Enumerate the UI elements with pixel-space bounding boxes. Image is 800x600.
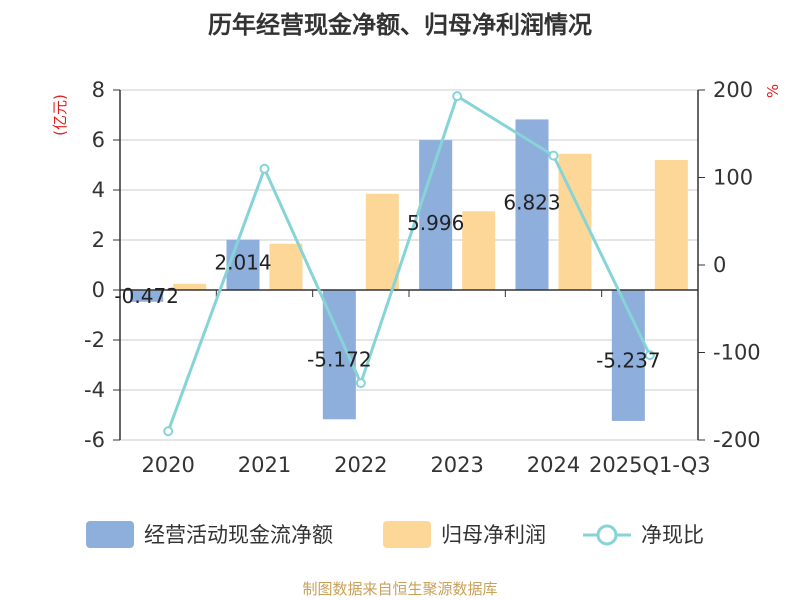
bar-profit — [365, 193, 399, 290]
right-tick-label: -200 — [713, 428, 761, 452]
source-note: 制图数据来自恒生聚源数据库 — [302, 580, 497, 598]
ratio-point — [452, 91, 463, 102]
ratio-line-series — [163, 91, 655, 437]
right-tick-label: 0 — [713, 253, 726, 277]
ratio-line — [166, 93, 652, 432]
left-tick-label: -2 — [84, 328, 105, 352]
left-tick-label: 8 — [92, 78, 105, 102]
data-label-cashflow: -5.172 — [307, 348, 371, 372]
x-tick-label: 2025Q1-Q3 — [589, 453, 711, 477]
legend-swatch-cashflow — [86, 521, 134, 548]
data-labels: -0.472 2.014 -5.172 5.996 6.823 -5.237 — [114, 190, 660, 372]
bar-cashflow — [130, 290, 164, 302]
legend-label-cashflow: 经营活动现金流净额 — [144, 523, 333, 547]
ratio-point — [259, 163, 270, 174]
chart-title: 历年经营现金净额、归母净利润情况 — [208, 11, 592, 39]
right-tick-label: 100 — [713, 166, 753, 190]
grid — [120, 89, 698, 441]
legend-label-ratio: 净现比 — [641, 523, 704, 547]
axes — [113, 89, 705, 441]
data-label-cashflow: 6.823 — [503, 190, 560, 214]
right-axis-unit: % — [764, 84, 782, 98]
ratio-point — [644, 350, 655, 361]
legend-swatch-ratio-marker — [596, 524, 618, 546]
bar-cashflow — [419, 140, 453, 290]
left-tick-label: -6 — [84, 428, 105, 452]
x-tick-label: 2021 — [238, 453, 291, 477]
x-tick-label: 2023 — [430, 453, 483, 477]
x-tick-label: 2020 — [141, 453, 194, 477]
ratio-point — [548, 150, 559, 161]
legend: 经营活动现金流净额 归母净利润 净现比 — [86, 521, 704, 548]
bar-cashflow — [226, 239, 260, 290]
data-label-cashflow: 2.014 — [214, 251, 271, 275]
x-tick-label: 2022 — [334, 453, 387, 477]
left-tick-label: 6 — [92, 128, 105, 152]
ratio-point — [163, 426, 174, 437]
ratio-point — [355, 378, 366, 389]
legend-swatch-profit — [383, 521, 431, 548]
right-tick-label: 200 — [713, 78, 753, 102]
left-axis-unit: (亿元) — [51, 94, 69, 136]
bar-profit — [462, 211, 496, 290]
left-axis-ticks: 8 6 4 2 0 -2 -4 -6 — [84, 78, 105, 452]
right-tick-label: -100 — [713, 341, 761, 365]
bar-profit — [269, 243, 303, 290]
left-tick-label: -4 — [84, 378, 105, 402]
data-label-cashflow: -0.472 — [114, 284, 178, 308]
left-tick-label: 2 — [92, 228, 105, 252]
x-axis-labels: 2020 2021 2022 2023 2024 2025Q1-Q3 — [141, 453, 710, 477]
left-tick-label: 0 — [92, 278, 105, 302]
bar-profit — [173, 283, 207, 290]
data-label-cashflow: -5.237 — [596, 348, 660, 372]
bar-profit — [654, 160, 688, 290]
right-axis-ticks: 200 100 0 -100 -200 — [713, 78, 761, 452]
legend-label-profit: 归母净利润 — [441, 523, 546, 547]
data-label-cashflow: 5.996 — [407, 211, 464, 235]
x-tick-label: 2024 — [527, 453, 580, 477]
left-tick-label: 4 — [92, 178, 105, 202]
